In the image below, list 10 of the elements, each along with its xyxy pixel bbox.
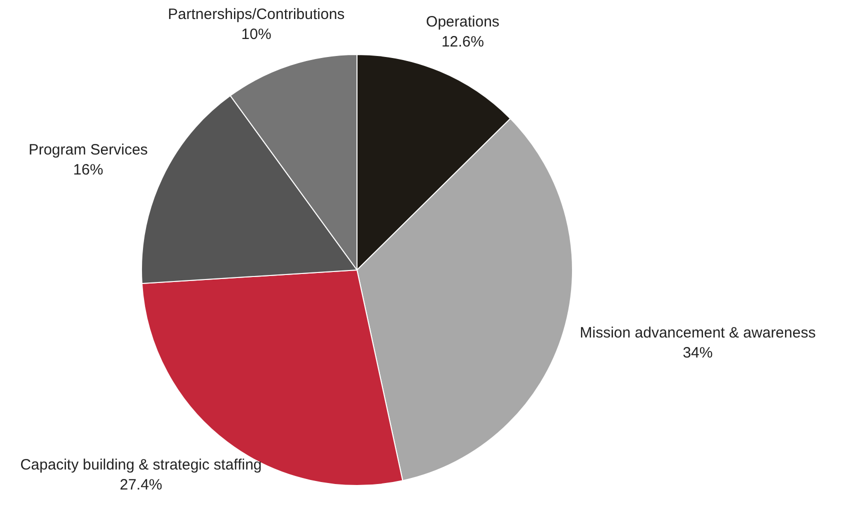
data-label: 34% bbox=[682, 344, 713, 362]
data-label: 10% bbox=[241, 26, 272, 44]
data-label: 27.4% bbox=[120, 476, 162, 494]
slice-label: Operations bbox=[426, 14, 500, 31]
slice-label: Capacity building & strategic staffing bbox=[20, 456, 262, 474]
slice-label: Partnerships/Contributions bbox=[168, 6, 345, 24]
data-label: 16% bbox=[73, 162, 104, 178]
slice-label: Program Services bbox=[28, 142, 148, 158]
slice-label: Mission advancement & awareness bbox=[580, 324, 816, 342]
data-label: 12.6% bbox=[441, 34, 484, 51]
